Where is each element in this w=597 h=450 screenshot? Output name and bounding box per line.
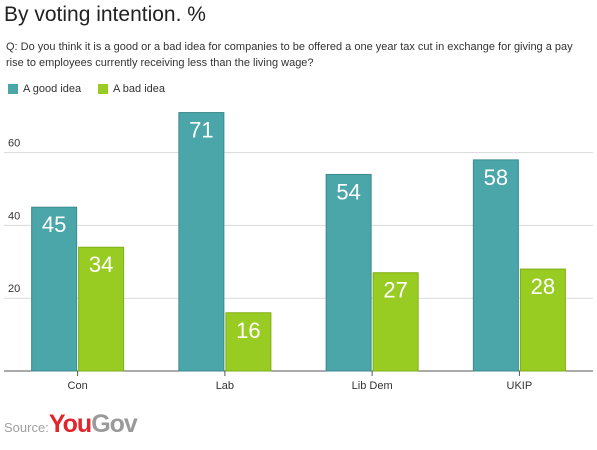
- y-tick-label: 60: [8, 138, 20, 150]
- source-label: Source:: [4, 420, 49, 435]
- x-tick-label: Con: [68, 380, 88, 392]
- bar-bad-idea: [519, 268, 566, 372]
- yougov-logo-you: You: [48, 410, 92, 438]
- bar-bad-idea: [225, 312, 272, 372]
- legend-item-bad: A bad idea: [98, 80, 165, 98]
- x-tick-label: Lib Dem: [352, 380, 393, 392]
- yougov-logo-gov: Gov: [91, 410, 138, 438]
- bar-good-idea: [31, 206, 78, 372]
- legend-swatch-bad: [98, 83, 108, 94]
- data-label: 34: [89, 252, 113, 277]
- chart-title: By voting intention. %: [4, 3, 206, 26]
- x-tick-label: UKIP: [507, 380, 533, 392]
- bar-good-idea: [472, 159, 519, 372]
- y-tick-label: 40: [8, 210, 20, 222]
- y-tick-label: 20: [8, 283, 20, 295]
- data-label: 71: [189, 118, 213, 143]
- legend-swatch-good: [8, 83, 18, 94]
- data-label: 45: [42, 212, 66, 237]
- data-label: 28: [531, 274, 555, 299]
- legend-label-bad: A bad idea: [113, 82, 165, 95]
- bar-good-idea: [325, 173, 372, 372]
- bar-good-idea: [178, 112, 225, 372]
- data-label: 27: [383, 278, 407, 303]
- legend-item-good: A good idea: [8, 80, 81, 98]
- chart-question: Q: Do you think it is a good or a bad id…: [6, 41, 573, 69]
- source-credit: Source:YouGov: [4, 410, 138, 440]
- data-label: 54: [336, 179, 360, 204]
- yougov-logo: YouGov: [48, 410, 138, 438]
- x-tick-label: Lab: [216, 380, 234, 392]
- legend-label-good: A good idea: [23, 82, 82, 95]
- data-label: 16: [236, 318, 260, 343]
- bar-bad-idea: [372, 272, 419, 372]
- data-label: 58: [484, 165, 508, 190]
- bar-bad-idea: [78, 246, 125, 372]
